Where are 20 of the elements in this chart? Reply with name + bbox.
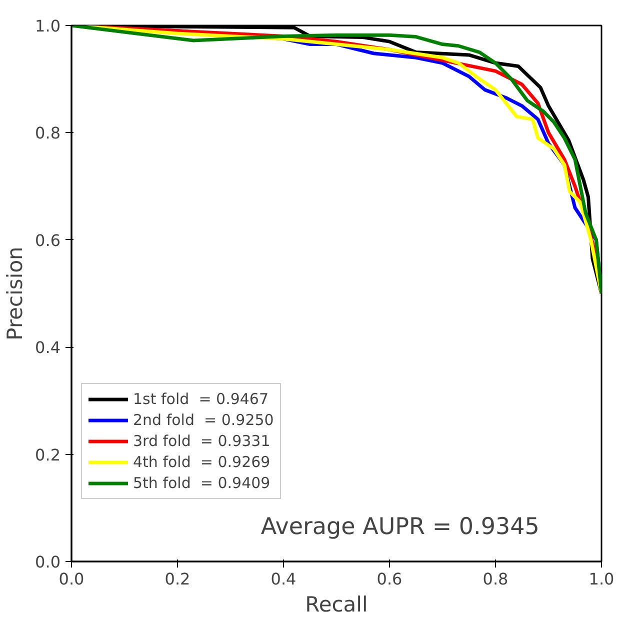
y-tick-label: 0.0 xyxy=(35,552,61,572)
y-tick-label: 0.2 xyxy=(35,445,61,464)
y-axis-title: Precision xyxy=(3,246,28,340)
y-tick-label: 1.0 xyxy=(35,16,61,36)
x-tick-label: 0.0 xyxy=(58,570,84,588)
legend-label: 3rd fold = 0.9331 xyxy=(133,432,270,450)
x-axis-title: Recall xyxy=(305,592,368,616)
annotation: Average AUPR = 0.9345 xyxy=(260,514,540,540)
x-tick-label: 1.0 xyxy=(588,570,614,588)
x-tick-label: 0.4 xyxy=(270,570,296,588)
y-tick-label: 0.6 xyxy=(35,230,61,250)
x-tick-label: 0.6 xyxy=(376,570,402,588)
x-tick-label: 0.8 xyxy=(482,570,508,588)
y-tick-label: 0.8 xyxy=(35,124,61,143)
y-tick-label: 0.4 xyxy=(35,338,61,358)
legend-label: 5th fold = 0.9409 xyxy=(133,474,270,492)
x-tick-label: 0.2 xyxy=(164,570,190,588)
legend-label: 4th fold = 0.9269 xyxy=(133,453,270,471)
legend-label: 2nd fold = 0.9250 xyxy=(133,411,274,429)
legend-label: 1st fold = 0.9467 xyxy=(133,390,269,408)
